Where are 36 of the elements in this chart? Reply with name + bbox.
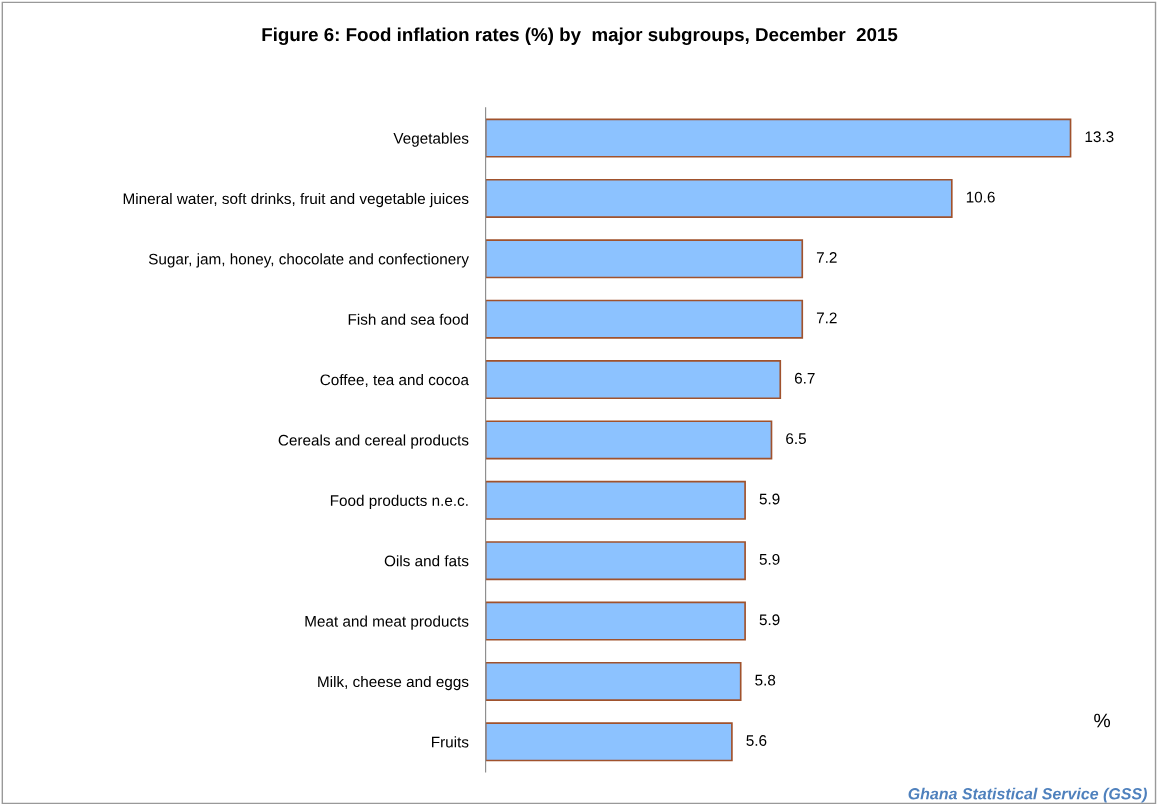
y-tick-label: Sugar, jam, honey, chocolate and confectionery bbox=[148, 253, 469, 268]
bar bbox=[485, 722, 733, 762]
data-label: 5.9 bbox=[759, 614, 780, 626]
data-label: 13.3 bbox=[1085, 131, 1114, 143]
y-tick-label: Meat and meat products bbox=[305, 615, 469, 630]
bar bbox=[485, 239, 804, 279]
bar bbox=[485, 541, 746, 581]
data-label: 7.2 bbox=[816, 252, 837, 263]
y-tick-label: Fruits bbox=[432, 736, 469, 748]
y-tick-label: Vegetables bbox=[393, 132, 469, 147]
bar bbox=[485, 118, 1072, 158]
bar bbox=[485, 178, 953, 218]
bar bbox=[485, 480, 746, 520]
bar bbox=[485, 661, 742, 701]
data-label: 5.9 bbox=[759, 493, 780, 505]
y-tick-label: Food products n.e.c. bbox=[330, 494, 468, 510]
y-tick-label: Fish and sea food bbox=[348, 313, 468, 325]
bar bbox=[485, 420, 773, 460]
data-label: 6.7 bbox=[794, 372, 815, 384]
y-tick-label: Coffee, tea and cocoa bbox=[320, 374, 469, 388]
bar bbox=[485, 299, 804, 339]
bar bbox=[485, 601, 746, 641]
chart-title: Figure 6: Food inflation rates (%) by major subgroups, December 2015 bbox=[262, 27, 898, 46]
data-label: 6.5 bbox=[786, 433, 806, 445]
text: Ghana Statistical Service (GSS) bbox=[908, 787, 1147, 803]
data-label: 5.6 bbox=[746, 735, 767, 746]
data-label: 7.2 bbox=[816, 312, 837, 324]
y-tick-label: Cereals and cereal products bbox=[278, 434, 469, 449]
data-label: 10.6 bbox=[966, 191, 995, 203]
data-label: 5.9 bbox=[759, 553, 780, 565]
y-tick-label: Oils and fats bbox=[384, 555, 469, 567]
data-label: 5.8 bbox=[755, 674, 776, 686]
y-tick-label: Mineral water, soft drinks, fruit and vegetable juices bbox=[123, 192, 469, 208]
bar bbox=[485, 360, 782, 400]
y-tick-label: Milk, cheese and eggs bbox=[318, 675, 469, 691]
text: % bbox=[1094, 713, 1111, 728]
